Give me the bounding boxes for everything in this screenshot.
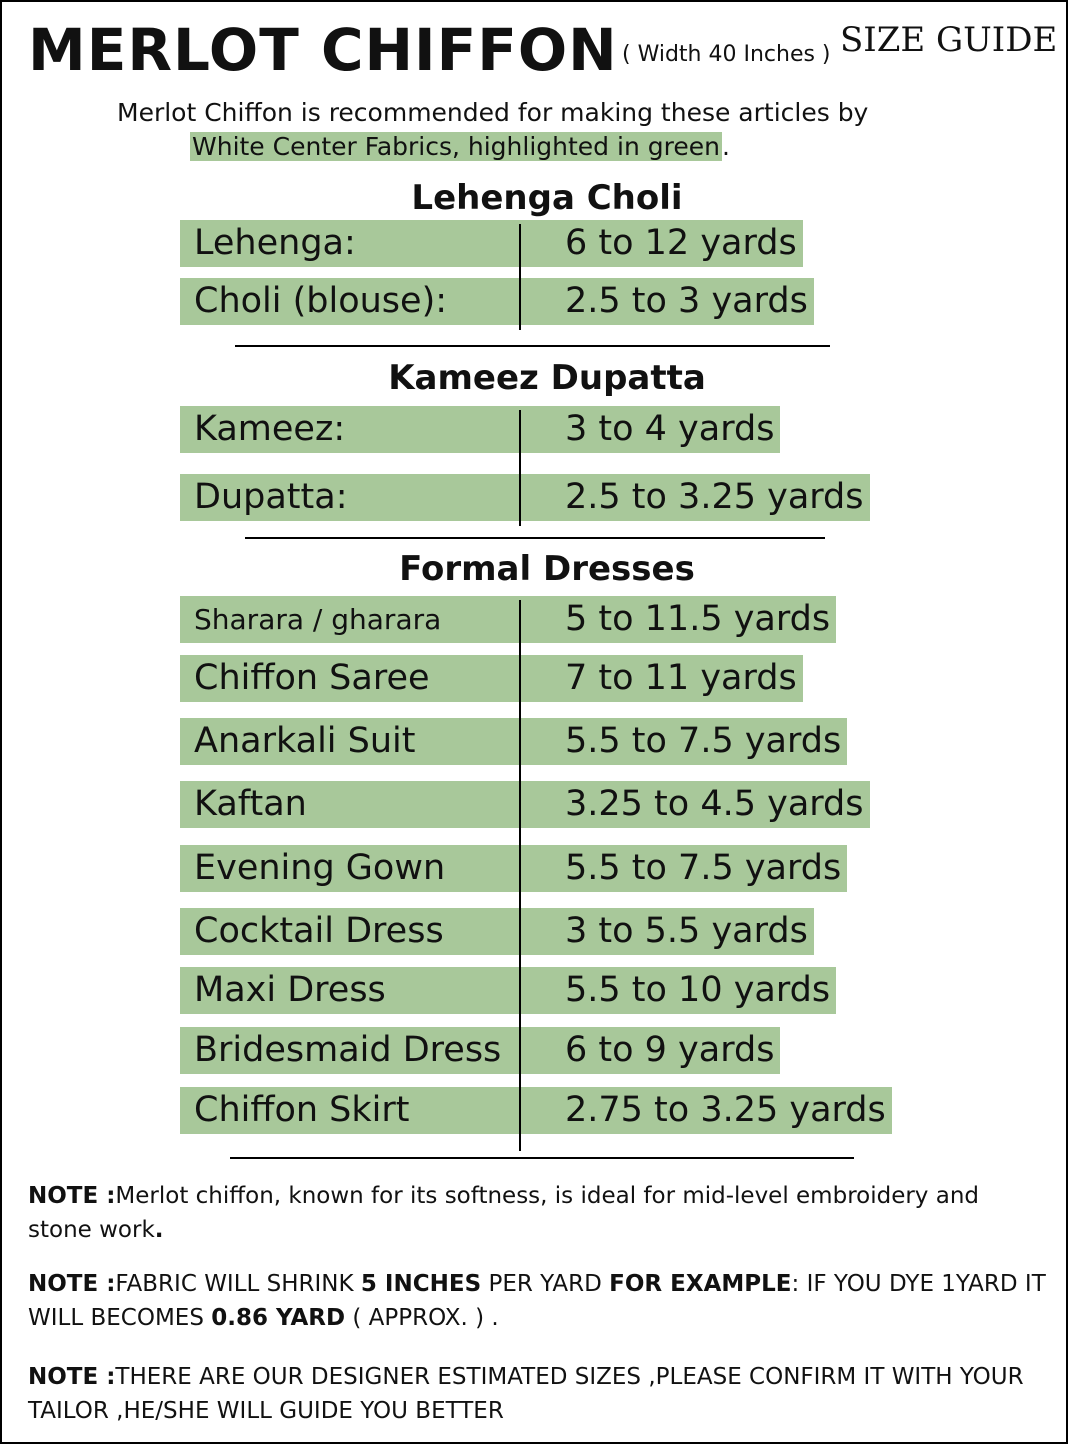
item-yardage: 3.25 to 4.5 yards [520, 781, 870, 828]
item-label: Kameez: [180, 406, 520, 453]
item-label: Choli (blouse): [180, 278, 520, 325]
note: NOTE :Merlot chiffon, known for its soft… [28, 1179, 1048, 1247]
item-label: Chiffon Saree [180, 655, 520, 702]
intro-line: White Center Fabrics, highlighted in gre… [190, 132, 730, 161]
divider [519, 600, 521, 1151]
title: MERLOT CHIFFON [28, 16, 618, 84]
note-text: THERE ARE OUR DESIGNER ESTIMATED SIZES ,… [28, 1364, 1024, 1424]
item-yardage: 6 to 12 yards [520, 220, 803, 267]
note-text: FABRIC WILL SHRINK [115, 1271, 361, 1297]
item-yardage: 2.5 to 3 yards [520, 278, 814, 325]
note-bold: NOTE : [28, 1183, 116, 1209]
note: NOTE :FABRIC WILL SHRINK 5 INCHES PER YA… [28, 1267, 1048, 1335]
item-yardage: 2.75 to 3.25 yards [520, 1087, 892, 1134]
section-title: Lehenga Choli [411, 178, 683, 218]
note-bold: . [154, 1217, 164, 1243]
item-yardage: 5.5 to 7.5 yards [520, 845, 848, 892]
note-text: Merlot chiffon, known for its softness, … [28, 1183, 979, 1243]
section-rule [245, 537, 825, 539]
note-bold: FOR EXAMPLE [609, 1271, 792, 1297]
section-rule [230, 1157, 854, 1159]
item-yardage: 3 to 4 yards [520, 406, 781, 453]
section-title: Formal Dresses [399, 549, 695, 589]
item-yardage: 5.5 to 7.5 yards [520, 718, 848, 765]
item-label: Evening Gown [180, 845, 520, 892]
item-yardage: 3 to 5.5 yards [520, 908, 814, 955]
item-yardage: 5.5 to 10 yards [520, 967, 837, 1014]
period: . [721, 132, 730, 161]
item-label: Maxi Dress [180, 967, 520, 1014]
divider [519, 224, 521, 330]
divider [519, 410, 521, 526]
note-text: ( APPROX. ) . [345, 1305, 499, 1331]
section-rule [235, 345, 830, 347]
item-label: Cocktail Dress [180, 908, 520, 955]
section-title: Kameez Dupatta [388, 358, 706, 398]
highlight: White Center Fabrics, highlighted in gre… [190, 132, 722, 161]
note-bold: 5 INCHES [360, 1271, 482, 1297]
item-label: Sharara / gharara [180, 596, 520, 643]
note-text: PER YARD [481, 1271, 610, 1297]
item-label: Chiffon Skirt [180, 1087, 520, 1134]
item-yardage: 7 to 11 yards [520, 655, 803, 702]
item-label: Anarkali Suit [180, 718, 520, 765]
width-note: ( Width 40 Inches ) [622, 42, 831, 67]
item-yardage: 5 to 11.5 yards [520, 596, 837, 643]
item-yardage: 2.5 to 3.25 yards [520, 474, 870, 521]
guide-label: SIZE GUIDE [840, 20, 1058, 60]
note-bold: NOTE : [28, 1271, 116, 1297]
item-label: Bridesmaid Dress [180, 1027, 520, 1074]
item-label: Lehenga: [180, 220, 520, 267]
item-yardage: 6 to 9 yards [520, 1027, 781, 1074]
note: NOTE :THERE ARE OUR DESIGNER ESTIMATED S… [28, 1360, 1048, 1428]
intro-line: Merlot Chiffon is recommended for making… [117, 98, 869, 127]
note-bold: 0.86 YARD [211, 1305, 346, 1331]
note-bold: NOTE : [28, 1364, 116, 1390]
item-label: Dupatta: [180, 474, 520, 521]
note-text: : IF YOU DYE 1YARD IT WILL BECOMES [28, 1271, 1046, 1331]
item-label: Kaftan [180, 781, 520, 828]
